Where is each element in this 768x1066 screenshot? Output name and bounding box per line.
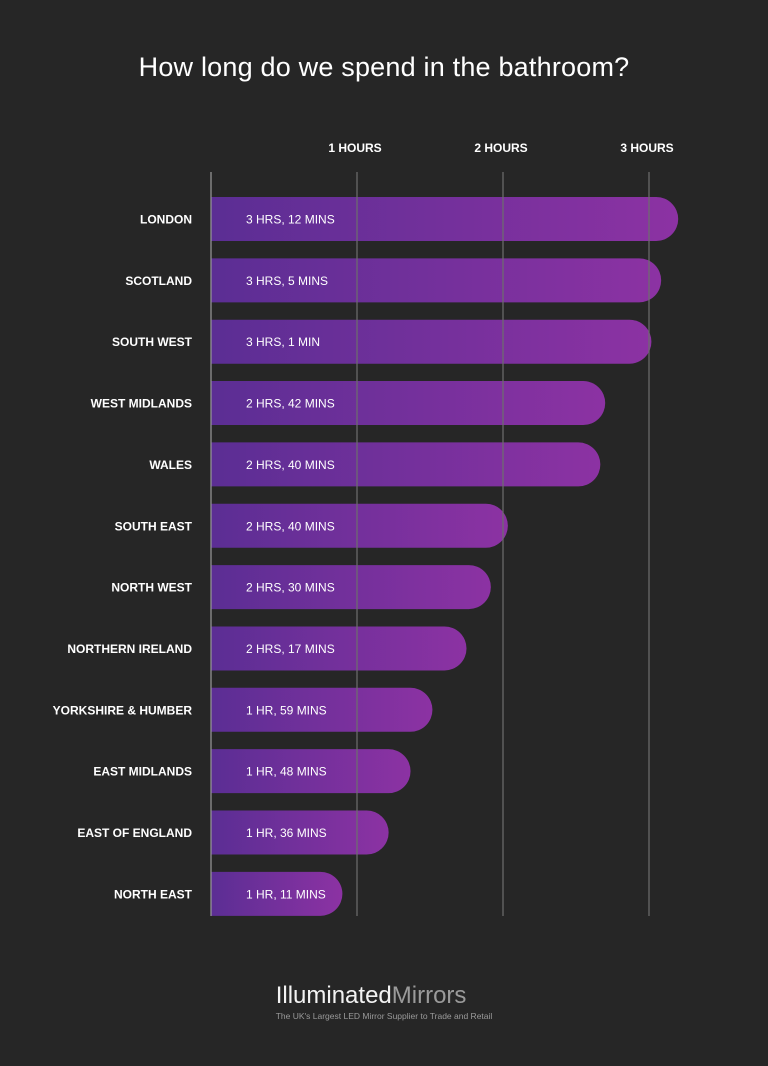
data-label: 3 HRS, 12 MINS	[246, 213, 335, 227]
bar-south-west	[211, 319, 652, 364]
data-label: 3 HRS, 5 MINS	[246, 274, 328, 288]
category-label: SOUTH WEST	[112, 335, 193, 349]
bars	[211, 197, 679, 916]
category-label: WEST MIDLANDS	[91, 397, 192, 411]
category-label: NORTH WEST	[111, 581, 192, 595]
bar-chart: 1 HOURS 2 HOURS 3 HOURS LONDON SCOTLAND SOUTH…	[53, 141, 679, 916]
data-labels: 3 HRS, 12 MINS 3 HRS, 5 MINS 3 HRS, 1 MIN 2…	[246, 213, 335, 902]
bar-london	[211, 197, 679, 242]
category-label: LONDON	[140, 213, 192, 227]
gridlines	[356, 172, 650, 916]
brand-name: IlluminatedMirrors	[276, 982, 493, 1010]
bar-west-midlands	[211, 381, 606, 426]
bar-north-west	[211, 565, 491, 610]
bar-north-east	[211, 871, 343, 916]
data-label: 1 HR, 36 MINS	[246, 826, 327, 840]
category-label: SCOTLAND	[125, 274, 192, 288]
bar-yorkshire-humber	[211, 687, 433, 732]
x-tick-label: 1 HOURS	[328, 141, 381, 155]
x-tick-label: 2 HOURS	[474, 141, 527, 155]
data-label: 1 HR, 59 MINS	[246, 703, 327, 717]
category-label: NORTHERN IRELAND	[67, 642, 192, 656]
brand-tagline: The UK's Largest LED Mirror Supplier to …	[275, 1011, 493, 1021]
x-tick-labels: 1 HOURS 2 HOURS 3 HOURS	[328, 141, 673, 155]
data-label: 2 HRS, 40 MINS	[246, 519, 335, 533]
category-label: YORKSHIRE & HUMBER	[53, 703, 193, 717]
chart-title: How long do we spend in the bathroom?	[138, 52, 630, 82]
category-label: SOUTH EAST	[115, 519, 193, 533]
bar-scotland	[211, 258, 662, 303]
data-label: 2 HRS, 17 MINS	[246, 642, 335, 656]
data-label: 1 HR, 48 MINS	[246, 765, 327, 779]
bar-south-east	[211, 503, 508, 548]
brand-name-illuminated: Illuminated	[275, 982, 392, 1009]
data-label: 2 HRS, 40 MINS	[246, 458, 335, 472]
data-label: 1 HR, 11 MINS	[246, 887, 326, 901]
category-label: NORTH EAST	[114, 887, 193, 901]
category-label: EAST OF ENGLAND	[77, 826, 192, 840]
footer: IlluminatedMirrors The UK's Largest LED …	[0, 982, 768, 1024]
data-label: 2 HRS, 42 MINS	[246, 397, 335, 411]
brand-name-mirrors: Mirrors	[391, 982, 467, 1009]
data-label: 2 HRS, 30 MINS	[246, 581, 335, 595]
bar-northern-ireland	[211, 626, 467, 671]
category-labels: LONDON SCOTLAND SOUTH WEST WEST MIDLANDS WAL…	[53, 213, 193, 902]
data-label: 3 HRS, 1 MIN	[246, 335, 320, 349]
category-label: WALES	[149, 458, 192, 472]
category-label: EAST MIDLANDS	[93, 765, 192, 779]
brand-logo: IlluminatedMirrors The UK's Largest LED …	[276, 982, 493, 1021]
x-tick-label: 3 HOURS	[620, 141, 673, 155]
bar-east-midlands	[211, 749, 411, 794]
bar-east-of-england	[211, 810, 389, 855]
